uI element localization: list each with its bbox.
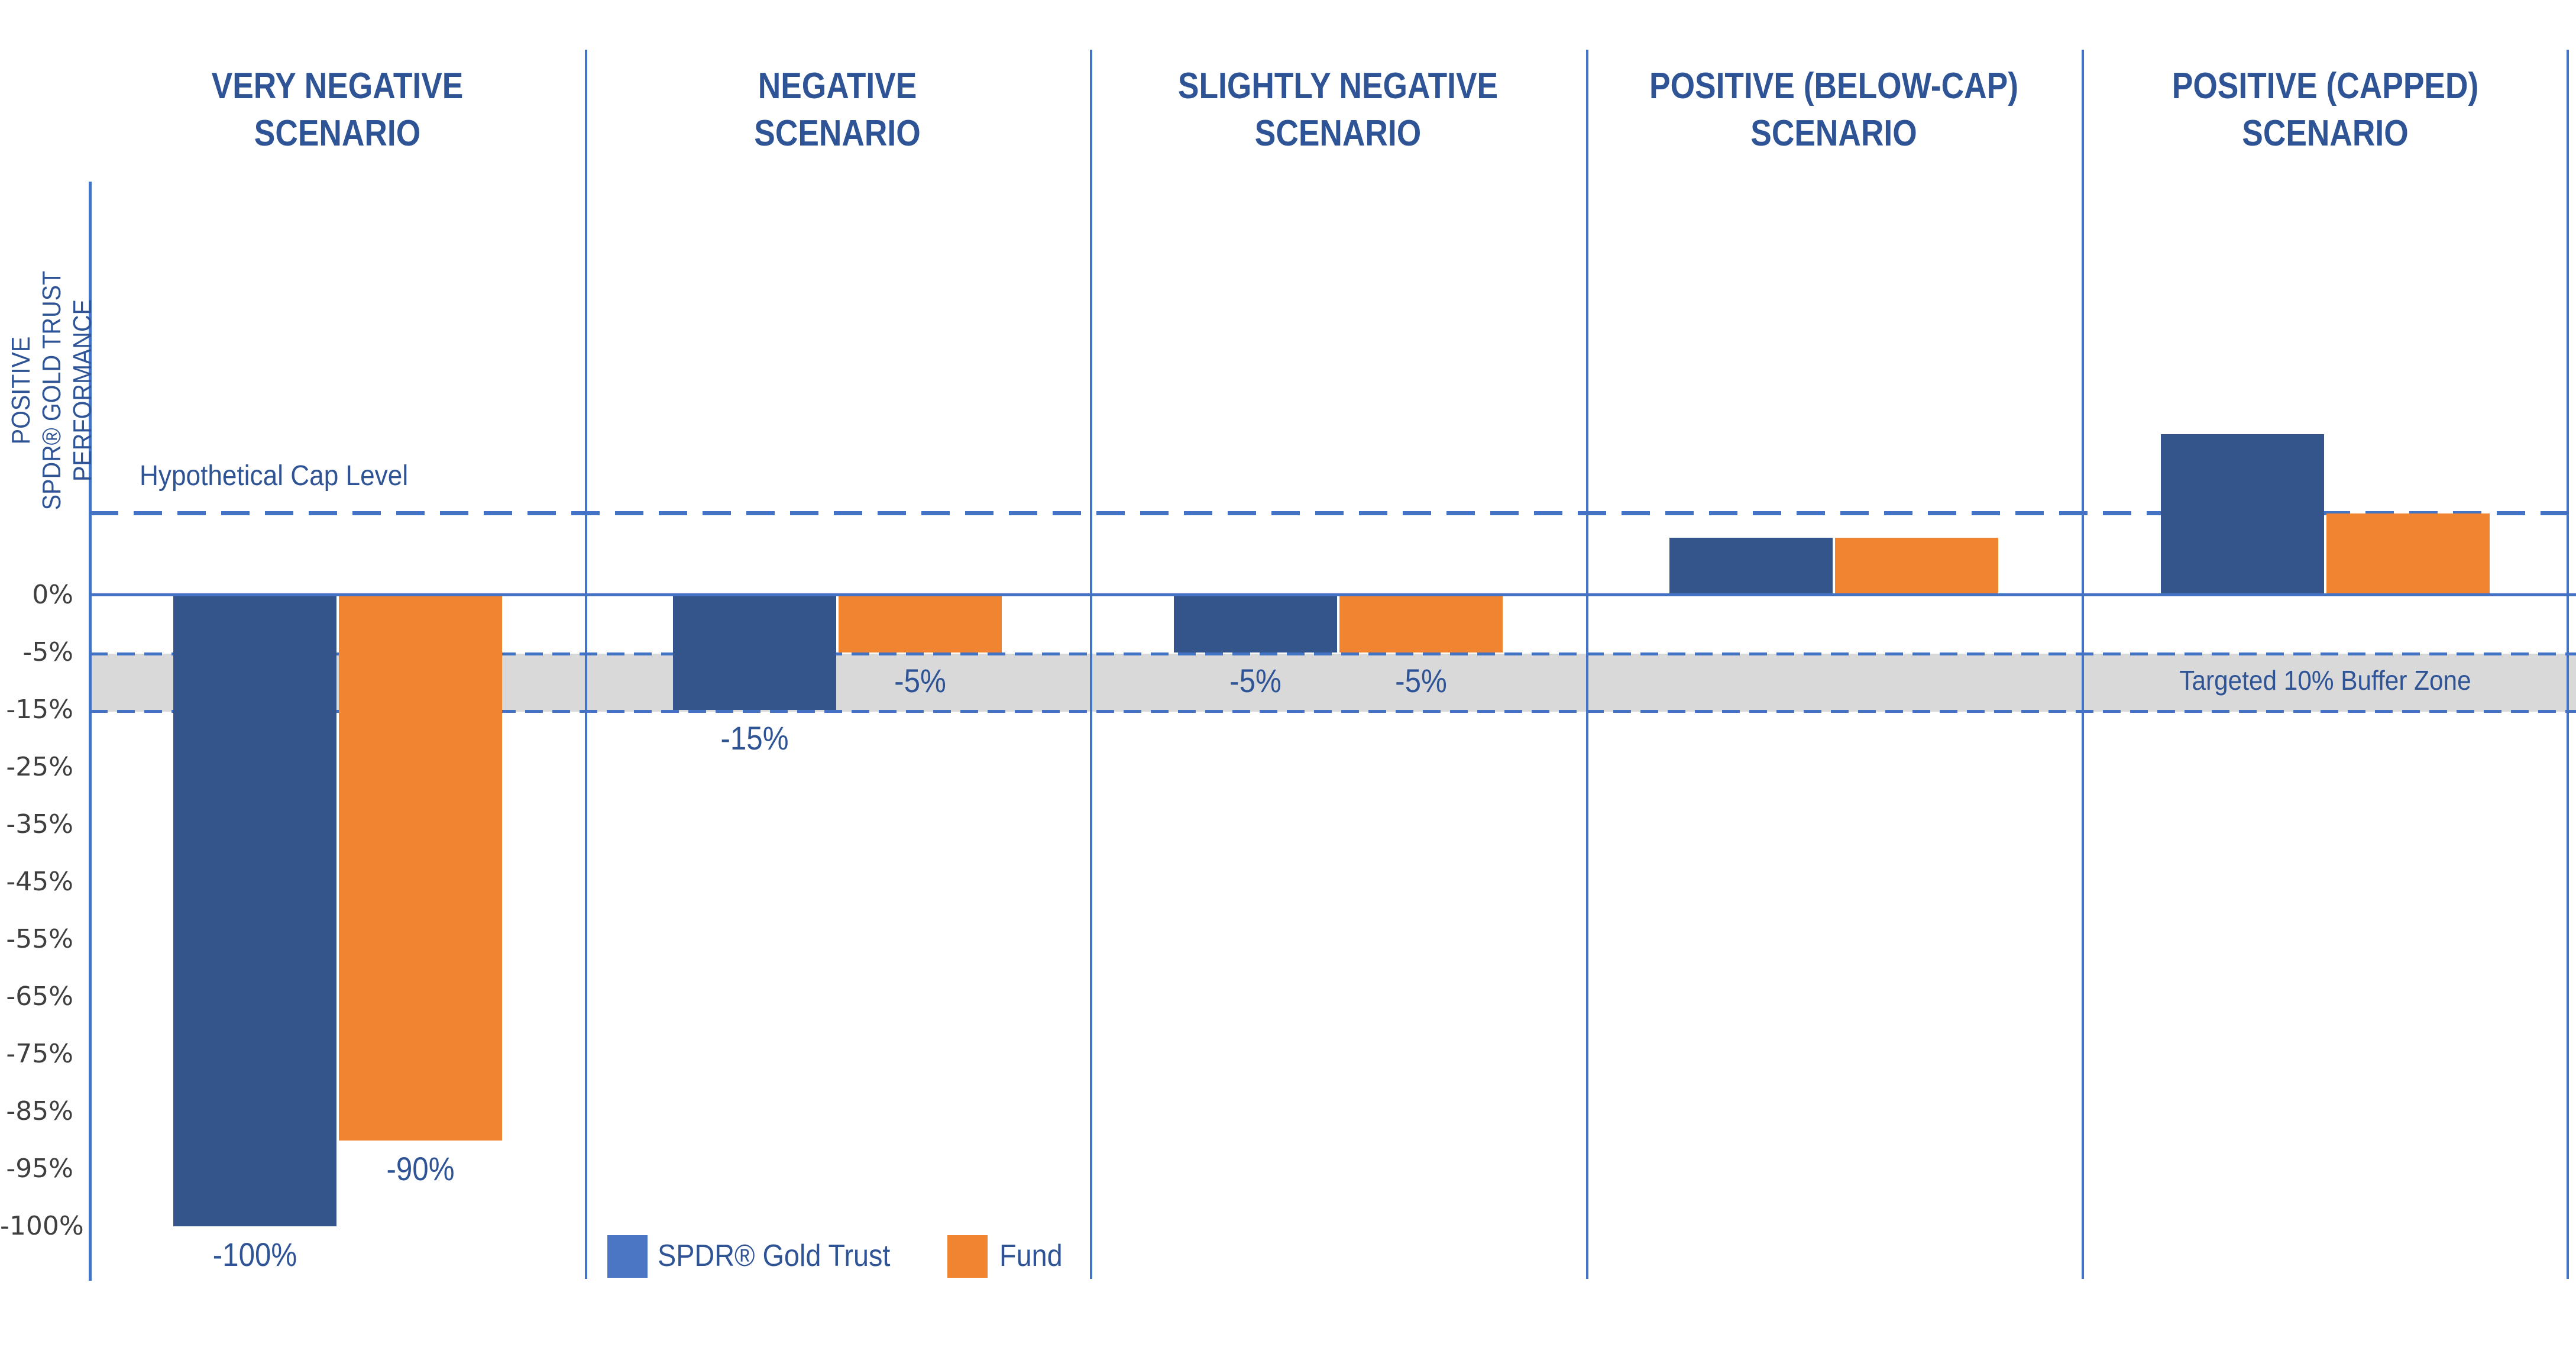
panel-title: VERY NEGATIVE SCENARIO bbox=[125, 63, 551, 157]
fund-bar-value-label: -5% bbox=[894, 662, 946, 699]
panel-title: POSITIVE (CAPPED) SCENARIO bbox=[2116, 63, 2535, 157]
cap-level-label: Hypothetical Cap Level bbox=[140, 460, 409, 492]
panel-title-line-1: NEGATIVE bbox=[758, 66, 917, 106]
gold-trust-bar bbox=[673, 596, 836, 710]
panel-separator bbox=[585, 50, 587, 1279]
panel-separator bbox=[1586, 50, 1588, 1279]
gold-trust-bar bbox=[1173, 596, 1337, 652]
gold-trust-bar bbox=[173, 596, 336, 1226]
buffer-zone-top-dashed-line bbox=[90, 652, 2576, 655]
buffer-zone-bottom-dashed-line bbox=[90, 710, 2576, 713]
y-tick-label: -5% bbox=[22, 637, 73, 667]
panel-title-line-2: SCENARIO bbox=[1750, 113, 1917, 154]
y-axis-title: POSITIVE SPDR® GOLD TRUST PERFORMANCE bbox=[6, 271, 98, 511]
y-tick-label: -65% bbox=[6, 981, 73, 1012]
legend-swatch-fund bbox=[947, 1235, 988, 1278]
panel-title: POSITIVE (BELOW-CAP) SCENARIO bbox=[1621, 63, 2047, 157]
fund-bar bbox=[338, 596, 502, 1141]
panel-title-line-1: POSITIVE (BELOW-CAP) bbox=[1649, 66, 2018, 106]
panel-title-line-2: SCENARIO bbox=[254, 113, 421, 154]
y-tick-label: -95% bbox=[6, 1154, 73, 1184]
buffer-zone-band bbox=[90, 654, 2576, 712]
gold-trust-bar-value-label: -100% bbox=[212, 1236, 297, 1273]
fund-bar bbox=[2326, 513, 2490, 596]
y-tick-label: -25% bbox=[6, 752, 73, 782]
gold-trust-bar-value-label: -15% bbox=[720, 719, 789, 757]
y-tick-label: -35% bbox=[6, 809, 73, 839]
fund-bar bbox=[839, 596, 1002, 652]
panel-title: NEGATIVE SCENARIO bbox=[620, 63, 1054, 157]
y-tick-label: -55% bbox=[6, 924, 73, 954]
buffer-zone-label: Targeted 10% Buffer Zone bbox=[2179, 665, 2471, 696]
legend-label-fund: Fund bbox=[999, 1239, 1063, 1273]
zero-percent-line bbox=[89, 593, 2576, 596]
gold-trust-bar bbox=[1669, 538, 1833, 596]
y-tick-label: -100% bbox=[0, 1211, 84, 1241]
fund-bar-value-label: -90% bbox=[386, 1149, 455, 1187]
chart-right-border bbox=[2567, 50, 2569, 1279]
fund-bar-value-label: -5% bbox=[1394, 662, 1447, 699]
legend-swatch-gold-trust bbox=[607, 1235, 648, 1278]
legend-label-gold-trust: SPDR® Gold Trust bbox=[658, 1239, 891, 1273]
panel-title-line-1: POSITIVE (CAPPED) bbox=[2172, 66, 2479, 106]
y-axis-title-line-1: POSITIVE bbox=[7, 336, 35, 445]
panel-title-line-2: SCENARIO bbox=[2242, 113, 2409, 154]
y-tick-label: 0% bbox=[32, 580, 73, 610]
y-tick-label: -45% bbox=[6, 867, 73, 897]
panel-title-line-2: SCENARIO bbox=[754, 113, 921, 154]
y-tick-label: -75% bbox=[6, 1039, 73, 1069]
cap-level-dashed-line bbox=[90, 511, 2576, 515]
panel-separator bbox=[2082, 50, 2084, 1279]
fund-bar bbox=[1339, 596, 1503, 652]
panel-title-line-1: VERY NEGATIVE bbox=[211, 66, 464, 106]
panel-title-line-2: SCENARIO bbox=[1254, 113, 1422, 154]
y-axis-title-line-3: PERFORMANCE bbox=[68, 299, 97, 482]
panel-title-line-1: SLIGHTLY NEGATIVE bbox=[1177, 66, 1499, 106]
gold-trust-bar-value-label: -5% bbox=[1229, 662, 1281, 699]
gold-trust-bar bbox=[2161, 434, 2324, 596]
y-tick-label: -85% bbox=[6, 1096, 73, 1126]
panel-separator bbox=[1090, 50, 1092, 1279]
fund-bar bbox=[1835, 538, 1998, 596]
panel-title: SLIGHTLY NEGATIVE SCENARIO bbox=[1125, 63, 1552, 157]
y-axis-title-line-2: SPDR® GOLD TRUST bbox=[37, 270, 66, 511]
y-axis-line bbox=[89, 182, 92, 1281]
y-tick-label: -15% bbox=[6, 694, 73, 725]
